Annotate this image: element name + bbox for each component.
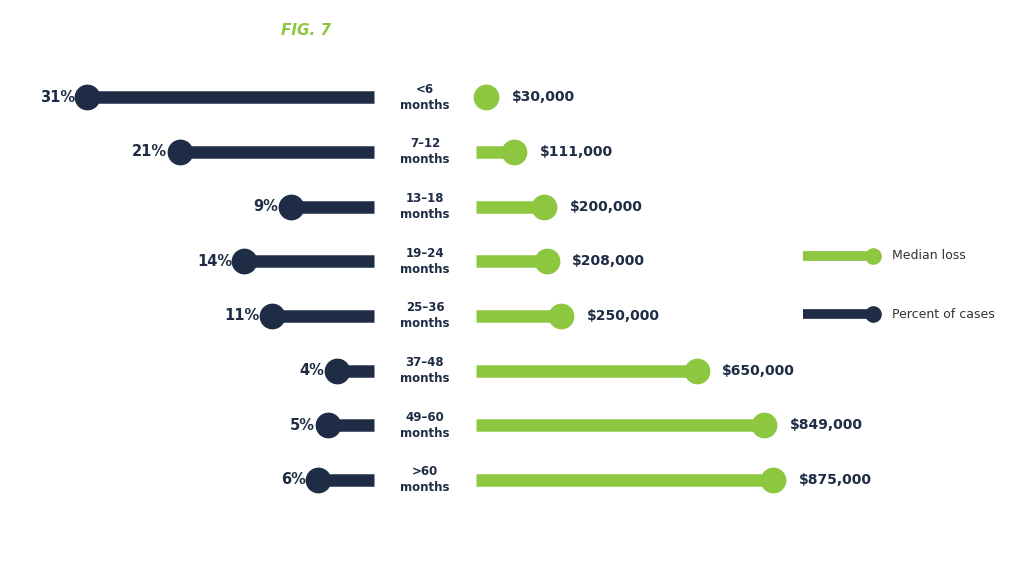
Text: ACFE: ACFE — [948, 532, 1008, 552]
Text: Percent of cases: Percent of cases — [892, 308, 995, 321]
Text: $849,000: $849,000 — [790, 418, 863, 432]
Text: 25–36
months: 25–36 months — [400, 301, 450, 331]
Point — [283, 202, 299, 211]
Point — [79, 93, 95, 102]
Point — [536, 202, 552, 211]
Text: 37–48
months: 37–48 months — [400, 356, 450, 385]
Text: 49–60
months: 49–60 months — [400, 411, 450, 439]
Text: $30,000: $30,000 — [512, 90, 575, 104]
Text: Occupational Fraud 2024: A Report to the Nations: Occupational Fraud 2024: A Report to the… — [23, 534, 472, 552]
Point — [319, 420, 336, 430]
Text: $650,000: $650,000 — [722, 363, 796, 377]
Point — [329, 366, 345, 375]
Text: 31%: 31% — [40, 90, 75, 105]
Point — [478, 93, 495, 102]
Text: >60
months: >60 months — [400, 465, 450, 494]
Point — [237, 257, 253, 266]
Text: <6
months: <6 months — [400, 83, 450, 112]
Text: 5%: 5% — [290, 418, 315, 433]
Text: FIG. 7: FIG. 7 — [282, 23, 332, 39]
Text: HOW DOES THE DURATION OF A FRAUD RELATE TO MEDIAN LOSS?: HOW DOES THE DURATION OF A FRAUD RELATE … — [342, 23, 888, 39]
Text: $875,000: $875,000 — [799, 473, 871, 487]
Text: $200,000: $200,000 — [569, 200, 642, 214]
Text: $250,000: $250,000 — [587, 309, 659, 323]
Text: 14%: 14% — [197, 254, 232, 269]
Text: 4%: 4% — [300, 363, 325, 378]
Point — [171, 147, 187, 157]
Text: 21%: 21% — [132, 145, 167, 160]
Text: 6%: 6% — [282, 472, 306, 487]
Point — [765, 475, 781, 484]
Point — [688, 366, 705, 375]
Text: $208,000: $208,000 — [572, 254, 645, 268]
Text: 7–12
months: 7–12 months — [400, 138, 450, 166]
Text: Median loss: Median loss — [892, 249, 966, 263]
Point — [539, 257, 555, 266]
Point — [264, 311, 281, 320]
Text: 11%: 11% — [224, 308, 260, 323]
Text: 13–18
months: 13–18 months — [400, 192, 450, 221]
Point — [756, 420, 772, 430]
Text: $111,000: $111,000 — [540, 145, 612, 159]
Text: 9%: 9% — [253, 199, 279, 214]
Text: 19–24
months: 19–24 months — [400, 247, 450, 276]
Point — [553, 311, 569, 320]
Text: ⌂: ⌂ — [947, 532, 962, 552]
Point — [310, 475, 327, 484]
Point — [506, 147, 522, 157]
